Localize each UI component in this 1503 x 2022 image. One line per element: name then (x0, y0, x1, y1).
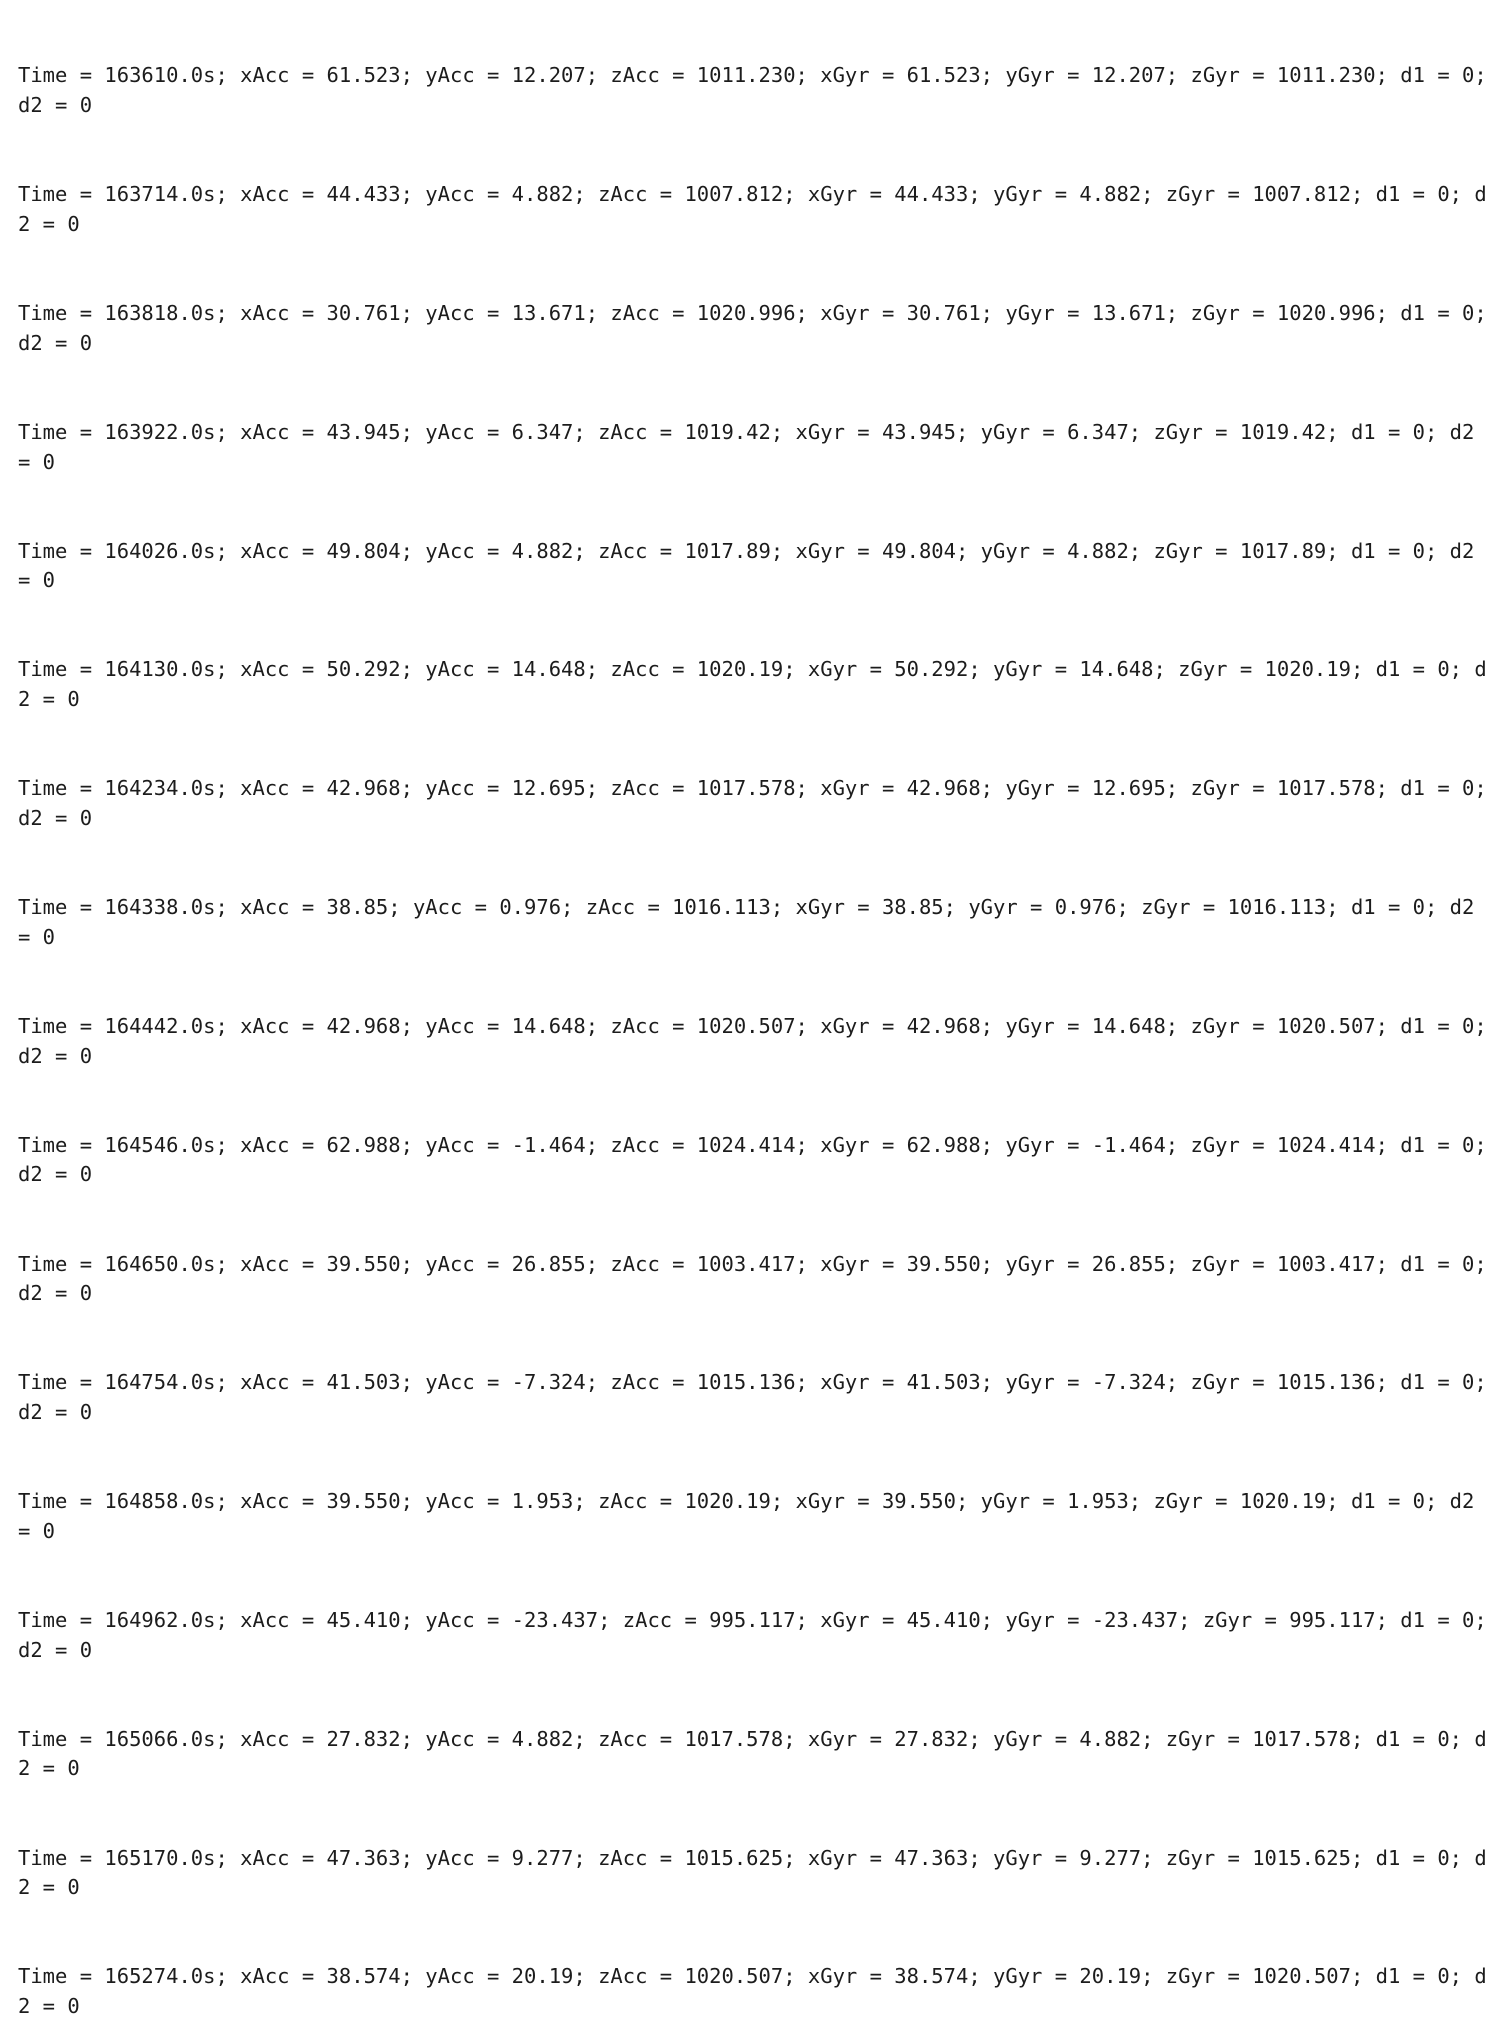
log-line: Time = 164650.0s; xAcc = 39.550; yAcc = … (18, 1251, 1500, 1306)
sensor-log-output: Time = 163610.0s; xAcc = 61.523; yAcc = … (18, 2, 1488, 2022)
log-line: Time = 164754.0s; xAcc = 41.503; yAcc = … (18, 1370, 1500, 1425)
log-line: Time = 164442.0s; xAcc = 42.968; yAcc = … (18, 1013, 1500, 1068)
log-line: Time = 163610.0s; xAcc = 61.523; yAcc = … (18, 63, 1500, 118)
log-line: Time = 165274.0s; xAcc = 38.574; yAcc = … (18, 1964, 1487, 2019)
log-line: Time = 164858.0s; xAcc = 39.550; yAcc = … (18, 1489, 1487, 1543)
log-line: Time = 163922.0s; xAcc = 43.945; yAcc = … (18, 419, 1487, 474)
log-line: Time = 164130.0s; xAcc = 50.292; yAcc = … (18, 657, 1487, 712)
log-line: Time = 164026.0s; xAcc = 49.804; yAcc = … (18, 538, 1487, 593)
log-line: Time = 163818.0s; xAcc = 30.761; yAcc = … (18, 301, 1500, 355)
log-line: Time = 164546.0s; xAcc = 62.988; yAcc = … (18, 1132, 1500, 1187)
log-line: Time = 165170.0s; xAcc = 47.363; yAcc = … (18, 1845, 1487, 1900)
log-line: Time = 163714.0s; xAcc = 44.433; yAcc = … (18, 182, 1487, 236)
log-line: Time = 164338.0s; xAcc = 38.85; yAcc = 0… (18, 895, 1487, 949)
log-line: Time = 165066.0s; xAcc = 27.832; yAcc = … (18, 1726, 1487, 1781)
log-line: Time = 164234.0s; xAcc = 42.968; yAcc = … (18, 776, 1500, 830)
log-line: Time = 164962.0s; xAcc = 45.410; yAcc = … (18, 1607, 1500, 1662)
